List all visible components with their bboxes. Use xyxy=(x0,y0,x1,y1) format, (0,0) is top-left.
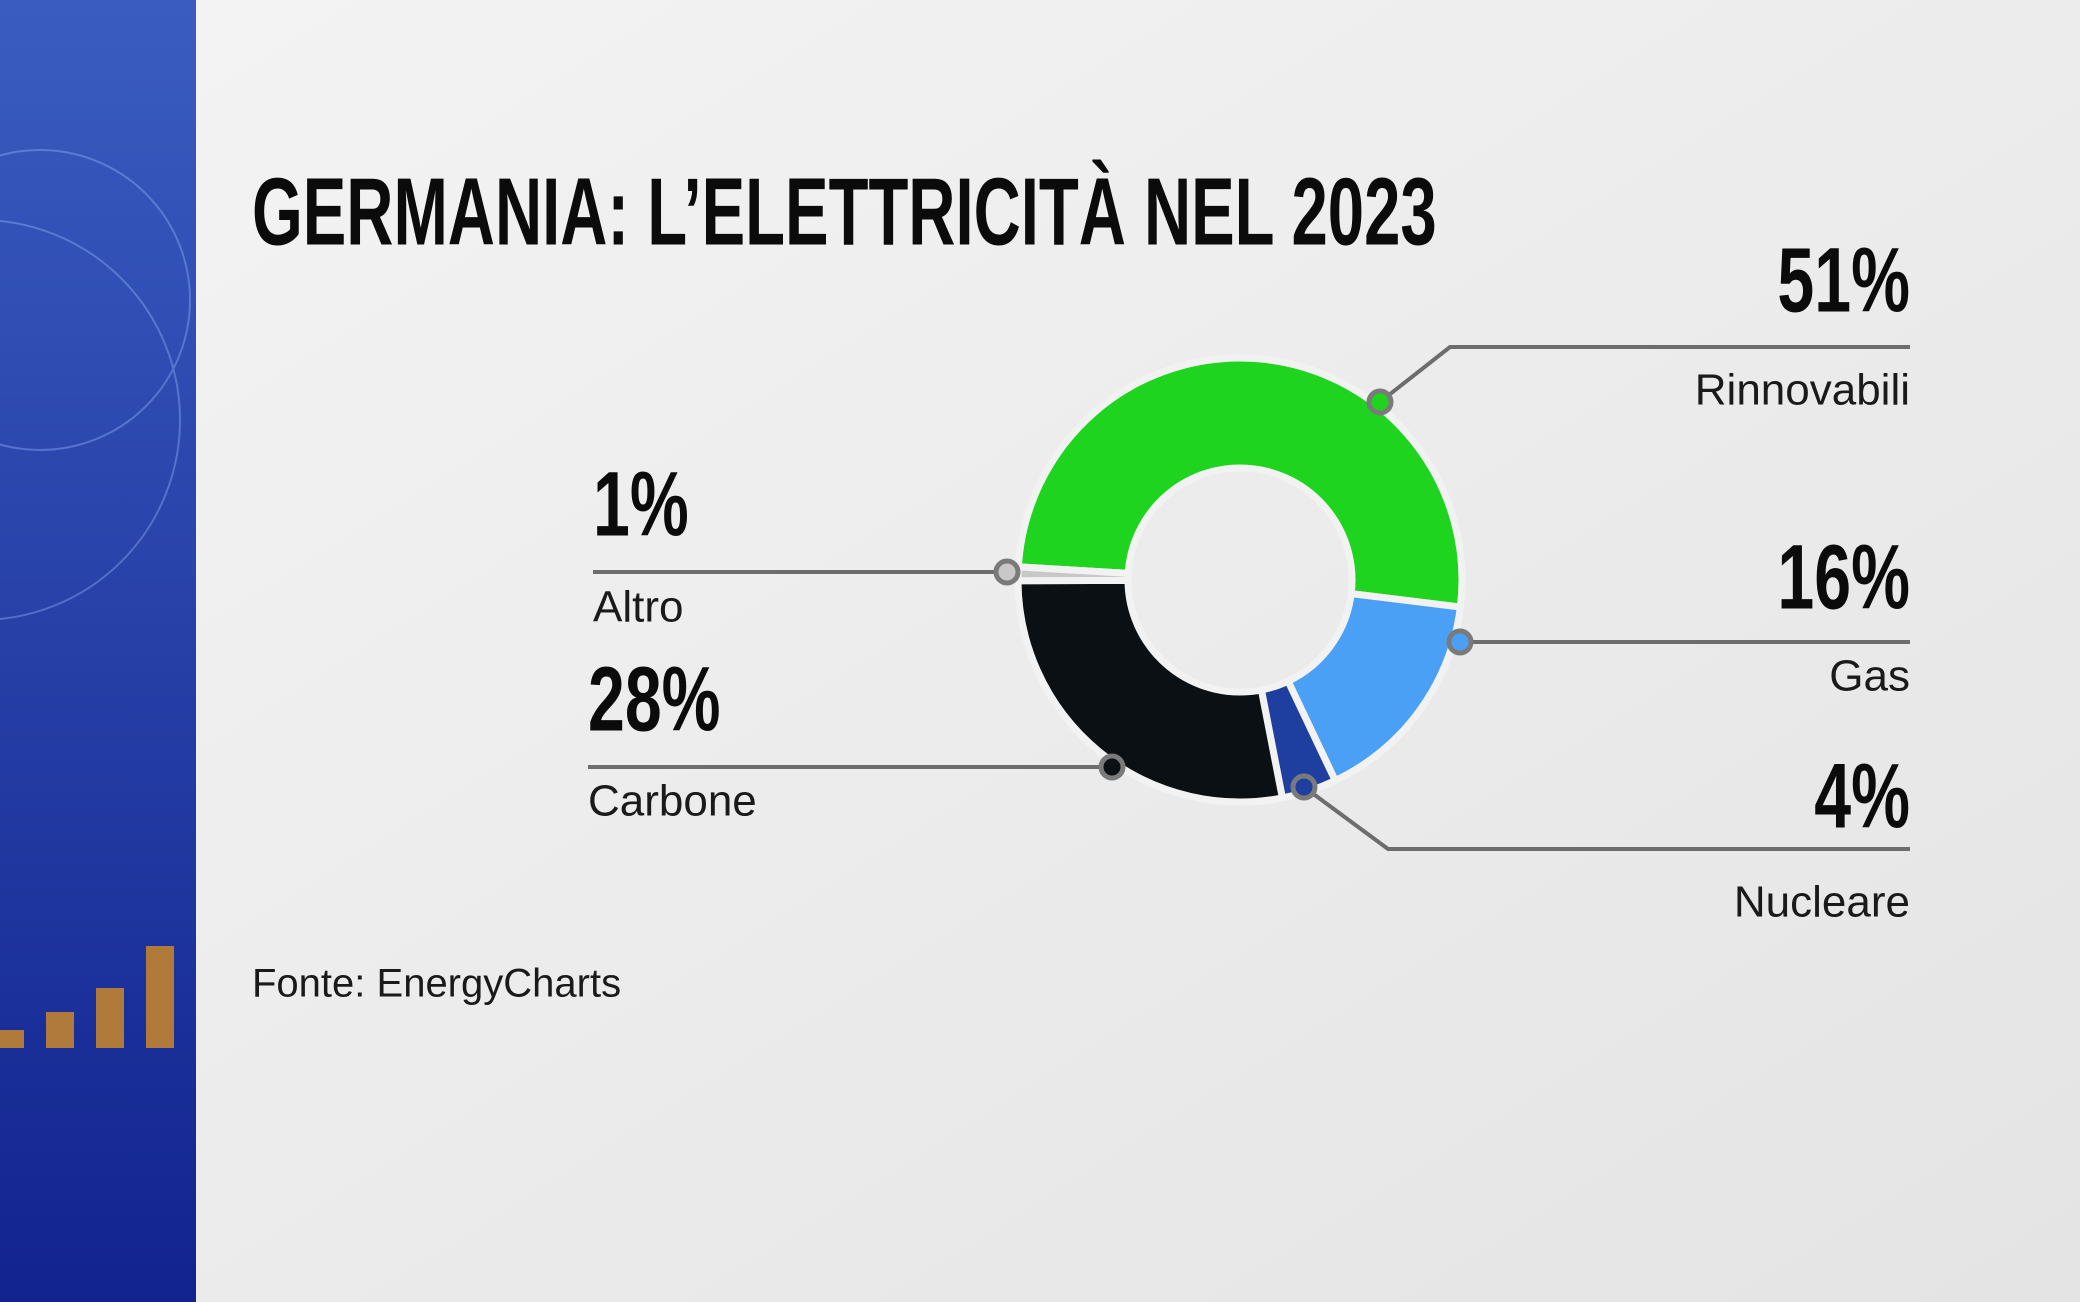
category-label: Carbone xyxy=(588,777,757,826)
chart-title: GERMANIA: L’ELETTRICITÀ NEL 2023 xyxy=(252,159,1437,265)
leader-line xyxy=(1378,345,1910,404)
leader-dot xyxy=(1366,388,1394,416)
category-label: Nucleare xyxy=(1734,878,1910,927)
slice xyxy=(1014,563,1132,585)
leader-dot xyxy=(1446,628,1474,656)
side-panel xyxy=(0,0,196,1302)
side-decoration xyxy=(0,149,191,620)
leader-dot xyxy=(993,558,1021,586)
source-note: Fonte: EnergyCharts xyxy=(252,962,621,1006)
leader-line xyxy=(1302,785,1910,851)
value-label: 1% xyxy=(593,452,689,555)
slice xyxy=(1014,354,1466,611)
side-bars xyxy=(0,946,174,1048)
category-label: Rinnovabili xyxy=(1695,366,1910,415)
leader-dot xyxy=(1098,753,1126,781)
labels: 51% Rinnovabili 16% Gas 4% Nucleare 28% Carbone… xyxy=(588,228,1910,927)
donut xyxy=(1014,354,1466,806)
value-label: 4% xyxy=(1814,744,1910,847)
value-label: 28% xyxy=(588,647,721,750)
leaders xyxy=(588,345,1910,851)
slice xyxy=(1283,589,1465,786)
value-label: 16% xyxy=(1777,525,1910,628)
category-label: Gas xyxy=(1829,652,1910,701)
category-label: Altro xyxy=(593,583,683,632)
slice xyxy=(1014,576,1287,806)
leader-dot xyxy=(1290,773,1318,801)
value-label: 51% xyxy=(1777,228,1910,331)
